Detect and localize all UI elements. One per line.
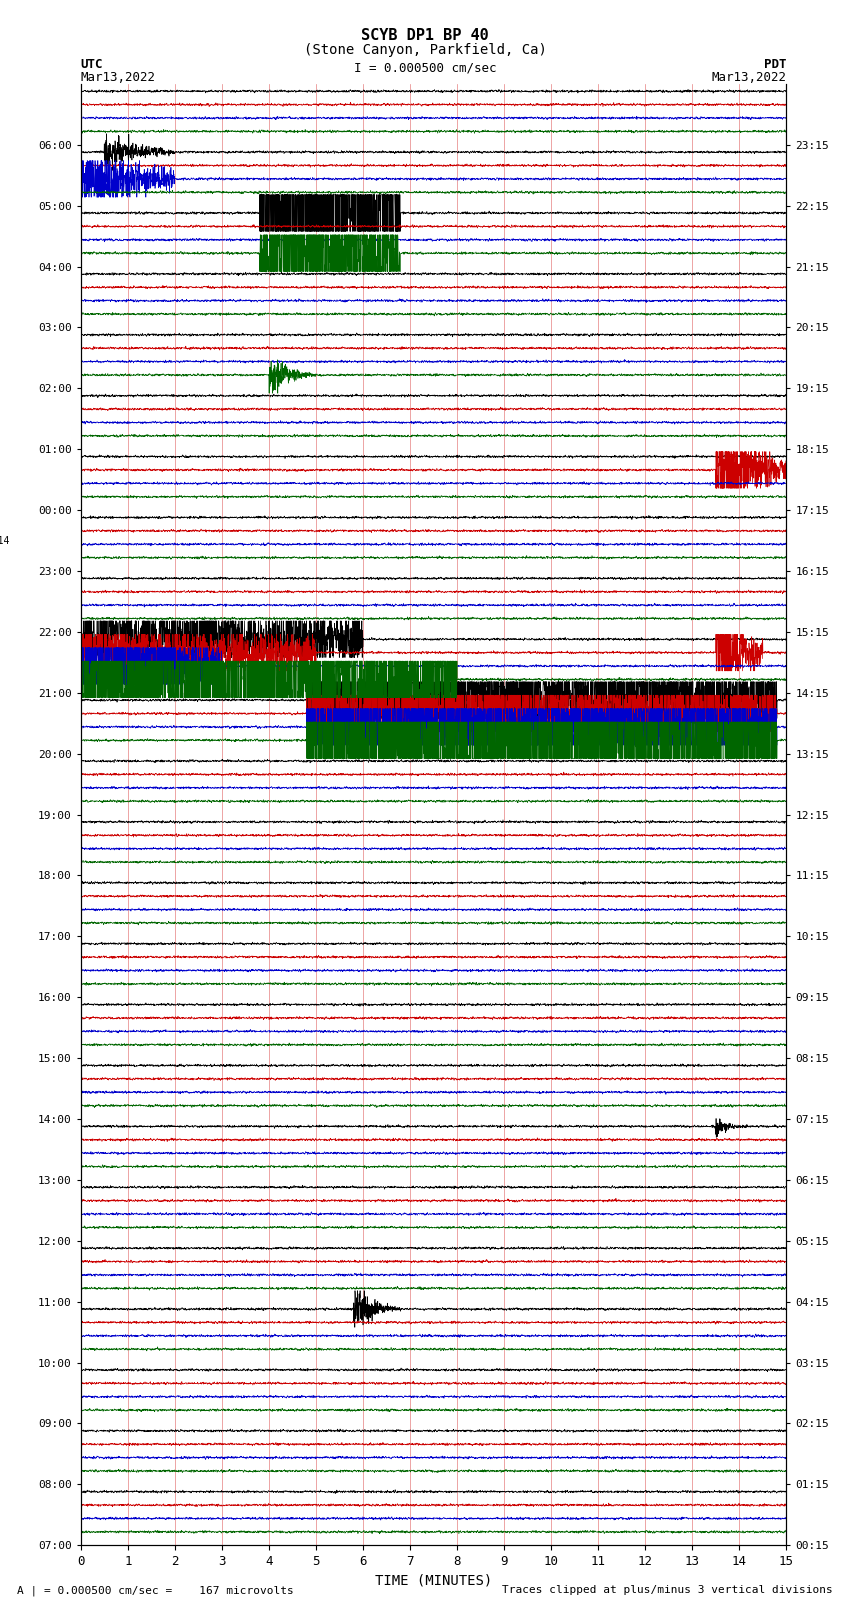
Text: Mar13,2022: Mar13,2022: [711, 71, 786, 84]
Text: Mar13,2022: Mar13,2022: [81, 71, 156, 84]
X-axis label: TIME (MINUTES): TIME (MINUTES): [375, 1574, 492, 1587]
Text: Traces clipped at plus/minus 3 vertical divisions: Traces clipped at plus/minus 3 vertical …: [502, 1586, 833, 1595]
Text: UTC: UTC: [81, 58, 103, 71]
Text: SCYB DP1 BP 40: SCYB DP1 BP 40: [361, 27, 489, 44]
Text: A | = 0.000500 cm/sec =    167 microvolts: A | = 0.000500 cm/sec = 167 microvolts: [17, 1586, 294, 1595]
Text: (Stone Canyon, Parkfield, Ca): (Stone Canyon, Parkfield, Ca): [303, 44, 547, 56]
Text: Mar14: Mar14: [0, 536, 10, 545]
Text: I = 0.000500 cm/sec: I = 0.000500 cm/sec: [354, 61, 496, 74]
Text: PDT: PDT: [764, 58, 786, 71]
